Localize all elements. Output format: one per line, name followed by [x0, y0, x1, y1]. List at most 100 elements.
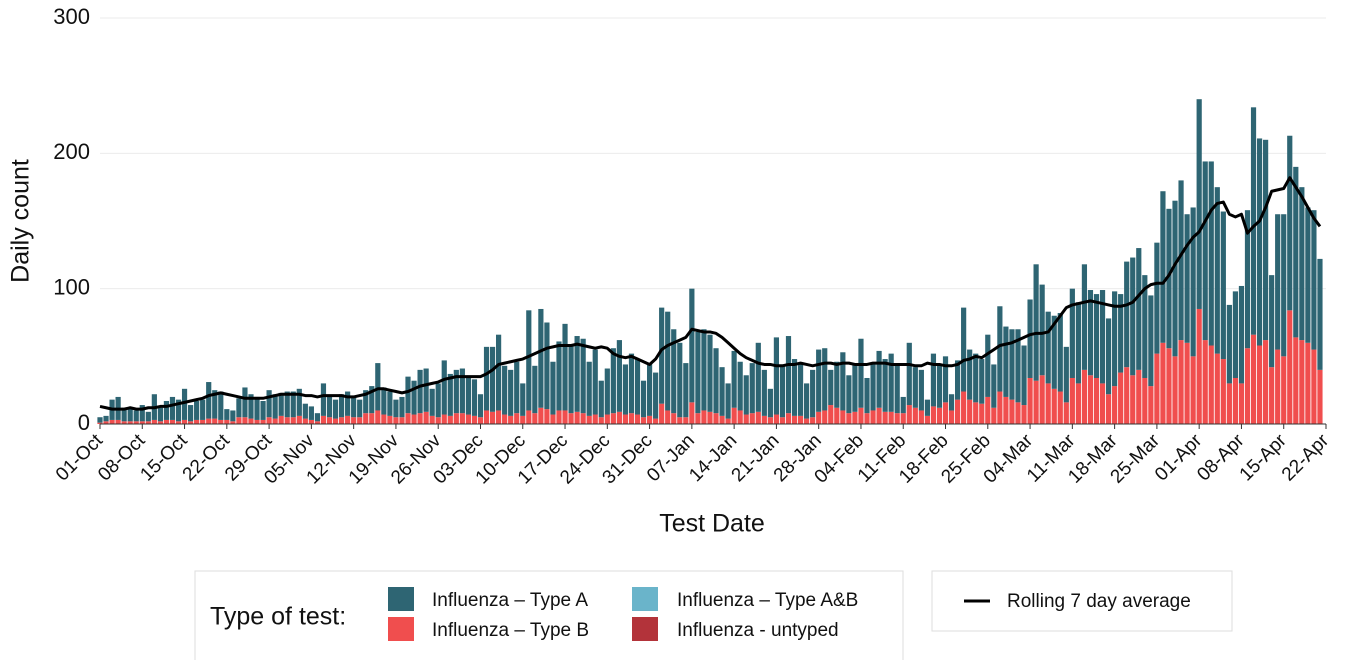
- bar-segment: [894, 364, 900, 414]
- bar-segment: [622, 364, 629, 415]
- bar-segment: [133, 421, 139, 424]
- bar-segment: [1190, 207, 1196, 357]
- bar-segment: [586, 415, 592, 424]
- bar-segment: [852, 364, 858, 412]
- bar-segment: [1081, 369, 1088, 424]
- bar-segment: [628, 353, 635, 414]
- bar-segment: [689, 288, 695, 403]
- bar-segment: [791, 415, 798, 424]
- bar-segment: [1003, 326, 1009, 397]
- bar-segment: [882, 411, 888, 424]
- bar-segment: [435, 383, 441, 418]
- bar-segment: [1130, 257, 1136, 376]
- bar-segment: [441, 414, 447, 424]
- bar-segment: [1214, 353, 1220, 424]
- bar-segment: [677, 342, 683, 418]
- bar-segment: [1238, 285, 1245, 384]
- bar-segment: [1142, 377, 1148, 424]
- bar-segment: [550, 361, 556, 415]
- bar-segment: [284, 417, 290, 424]
- bar-segment: [1081, 264, 1088, 370]
- bar-segment: [743, 375, 749, 415]
- bar-segment: [1166, 208, 1172, 349]
- bar-segment: [97, 417, 103, 423]
- bar-segment: [1256, 345, 1263, 424]
- bar-segment: [194, 400, 200, 420]
- bar-segment: [345, 391, 351, 416]
- x-tick-label: 25-Mar: [1107, 430, 1165, 488]
- bar-segment: [1075, 302, 1081, 384]
- bar-segment: [677, 417, 683, 424]
- bar-segment: [562, 323, 568, 411]
- bar-segment: [224, 409, 230, 420]
- bar-segment: [109, 419, 115, 424]
- bar-segment: [1220, 211, 1226, 360]
- bar-segment: [133, 410, 139, 422]
- bar-segment: [671, 329, 677, 414]
- bar-segment: [1009, 399, 1015, 424]
- bar-segment: [1063, 402, 1069, 424]
- bar-segment: [1317, 369, 1323, 424]
- bar-segment: [1250, 107, 1257, 335]
- bar-segment: [604, 368, 610, 415]
- bar-segment: [483, 346, 490, 411]
- bar-segment: [659, 403, 665, 424]
- bar-segment: [810, 417, 816, 424]
- bar-segment: [713, 348, 719, 414]
- bar-segment: [242, 387, 248, 418]
- bar-segment: [840, 352, 846, 411]
- bar-segment: [707, 334, 713, 412]
- bar-segment: [1045, 383, 1051, 424]
- bar-segment: [822, 348, 828, 411]
- bar-segment: [1256, 138, 1263, 346]
- bar-segment: [496, 410, 502, 424]
- bar-segment: [834, 361, 840, 408]
- bar-segment: [1220, 359, 1226, 424]
- x-tick-label: 15-Oct: [136, 430, 192, 486]
- bar-segment: [1118, 294, 1124, 373]
- legend-swatch: [388, 587, 414, 611]
- bar-segment: [991, 407, 997, 424]
- bar-segment: [1226, 304, 1232, 384]
- bar-segment: [326, 396, 333, 418]
- bar-segment: [640, 417, 647, 424]
- bar-segment: [465, 377, 472, 415]
- bar-segment: [332, 399, 339, 419]
- bar-segment: [1045, 311, 1051, 384]
- bar-segment: [477, 394, 484, 418]
- bar-segment: [701, 410, 707, 424]
- bar-segment: [393, 417, 399, 424]
- bar-segment: [1178, 180, 1184, 341]
- legend-label: Influenza – Type A&B: [677, 590, 858, 611]
- bar-segment: [375, 410, 381, 424]
- bar-segment: [918, 369, 924, 411]
- bar-segment: [1160, 191, 1166, 343]
- bar-segment: [471, 379, 478, 416]
- bar-segment: [284, 391, 290, 418]
- bar-segment: [1293, 166, 1299, 338]
- bar-segment: [870, 410, 876, 424]
- bar-segment: [1190, 356, 1196, 424]
- bar-segment: [538, 308, 544, 408]
- bar-segment: [375, 363, 381, 411]
- bar-segment: [266, 417, 272, 424]
- bar-segment: [1124, 261, 1130, 368]
- bar-segment: [230, 421, 236, 424]
- bar-segment: [242, 417, 248, 424]
- bar-segment: [689, 402, 695, 424]
- bar-segment: [224, 419, 230, 424]
- bar-segment: [1232, 377, 1239, 424]
- bar-segment: [930, 406, 937, 424]
- bar-segment: [888, 353, 894, 412]
- bar-segment: [1287, 135, 1293, 311]
- bar-segment: [1148, 295, 1154, 387]
- bar-segment: [441, 360, 447, 415]
- bar-segment: [858, 407, 864, 424]
- bar-segment: [526, 410, 532, 424]
- bar-segment: [411, 380, 417, 415]
- bar-segment: [1136, 248, 1142, 370]
- bar-segment: [1208, 161, 1214, 346]
- bar-segment: [731, 350, 737, 408]
- bar-segment: [399, 396, 405, 418]
